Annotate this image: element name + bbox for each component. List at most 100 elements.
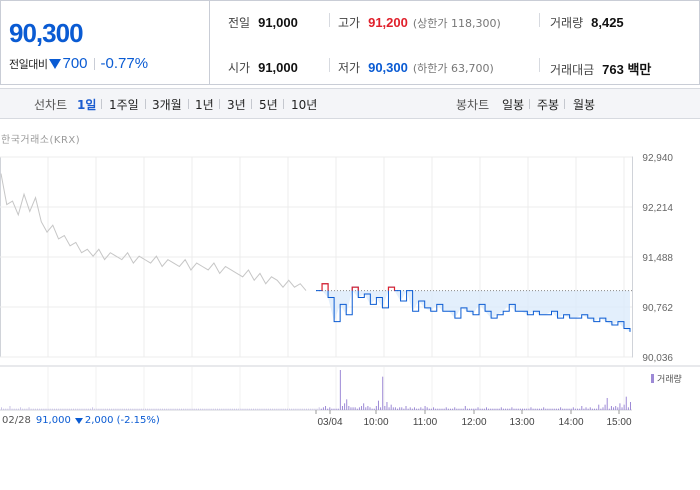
volume-bar: [460, 408, 462, 410]
volume-bar: [212, 408, 214, 410]
stat-value: 8,425: [591, 15, 624, 30]
stat-label: 전일: [228, 16, 251, 30]
volume-bar: [337, 408, 339, 410]
volume-bar: [75, 408, 77, 410]
volume-bar: [22, 408, 24, 410]
volume-bar: [229, 408, 231, 410]
tab-1year[interactable]: 1년: [195, 98, 214, 112]
tab-1week[interactable]: 1주일: [109, 98, 139, 112]
volume-bar: [394, 407, 396, 410]
volume-bar: [250, 408, 252, 410]
volume-bar: [437, 408, 439, 410]
volume-bar: [581, 406, 583, 410]
stat-value: 763 백만: [602, 62, 652, 77]
volume-bar: [166, 408, 168, 410]
volume-bar: [53, 408, 55, 410]
volume-bar: [502, 408, 504, 410]
volume-bar: [358, 407, 360, 410]
price-summary: 90,300 전일대비 700 -0.77%: [0, 0, 209, 85]
volume-bar: [447, 408, 449, 410]
volume-bar: [100, 408, 102, 410]
volume-bar: [475, 408, 477, 410]
tab-1day[interactable]: 1일: [77, 98, 97, 112]
volume-bar: [409, 407, 411, 410]
volume-bar: [164, 408, 166, 410]
volume-bar: [236, 408, 238, 410]
volume-bar: [305, 408, 307, 410]
volume-bar: [543, 407, 545, 410]
volume-bar: [208, 408, 210, 410]
volume-bar: [181, 408, 183, 410]
volume-bar: [206, 408, 208, 410]
volume-bar: [286, 408, 288, 410]
tab-3months[interactable]: 3개월: [152, 98, 182, 112]
volume-bar: [240, 408, 242, 410]
volume-bar: [136, 408, 138, 410]
candle-chart-title: 봉차트: [456, 98, 490, 112]
volume-bar: [282, 408, 284, 410]
volume-bar: [263, 408, 265, 410]
volume-bar: [92, 407, 94, 410]
volume-bar: [176, 408, 178, 410]
volume-bar: [111, 408, 113, 410]
volume-bar: [488, 408, 490, 410]
volume-bar: [15, 408, 17, 410]
volume-bar: [547, 408, 549, 410]
volume-bar: [494, 408, 496, 410]
volume-bar: [17, 408, 19, 410]
above-reference-segment: [351, 286, 359, 291]
volume-bar: [416, 408, 418, 410]
volume-bar: [172, 408, 174, 410]
volume-bar: [545, 408, 547, 410]
volume-bar: [549, 408, 551, 410]
stat-sub: (하한가 63,700): [412, 62, 494, 75]
volume-bar: [392, 407, 394, 410]
tab-10years[interactable]: 10년: [291, 98, 318, 112]
volume-bar: [183, 408, 185, 410]
volume-bar: [185, 408, 187, 410]
volume-bar: [466, 408, 468, 410]
tab-3years[interactable]: 3년: [227, 98, 246, 112]
volume-bar: [606, 398, 608, 410]
stat-value: 91,000: [258, 15, 298, 30]
volume-bar: [26, 408, 28, 410]
volume-bar: [39, 408, 41, 410]
volume-bar: [481, 408, 483, 410]
volume-bar: [532, 408, 534, 410]
volume-bar: [233, 408, 235, 410]
volume-bar: [41, 408, 43, 410]
volume-bar: [155, 408, 157, 410]
today-line: [316, 283, 631, 332]
volume-bar: [168, 408, 170, 410]
volume-bar: [621, 407, 623, 410]
volume-bar: [5, 408, 7, 410]
line-chart-title: 선차트: [34, 98, 68, 112]
volume-bar: [121, 408, 123, 410]
volume-bar: [452, 408, 454, 410]
volume-bar: [197, 408, 199, 410]
volume-bar: [130, 408, 132, 410]
volume-bar: [325, 406, 327, 410]
volume-bar: [104, 408, 106, 410]
tab-5years[interactable]: 5년: [259, 98, 278, 112]
volume-bar: [106, 408, 108, 410]
volume-bar: [265, 408, 267, 410]
volume-bar: [85, 408, 87, 410]
stat-value: 90,300: [368, 60, 408, 75]
volume-bar: [562, 408, 564, 410]
divider: [93, 57, 95, 70]
volume-bar: [267, 408, 269, 410]
volume-bar: [373, 408, 375, 410]
tab-monthly-candle[interactable]: 월봉: [573, 98, 596, 112]
stat-sub: (상한가 118,300): [412, 17, 501, 30]
tab-weekly-candle[interactable]: 주봉: [537, 98, 560, 112]
tab-daily-candle[interactable]: 일봉: [502, 98, 525, 112]
volume-bar: [579, 408, 581, 410]
stat-label: 저가: [338, 61, 361, 75]
volume-bar: [200, 408, 202, 410]
volume-bar: [479, 408, 481, 410]
volume-bar: [159, 408, 161, 410]
volume-bar: [60, 408, 62, 410]
volume-bar: [454, 407, 456, 410]
volume-bar: [399, 407, 401, 410]
